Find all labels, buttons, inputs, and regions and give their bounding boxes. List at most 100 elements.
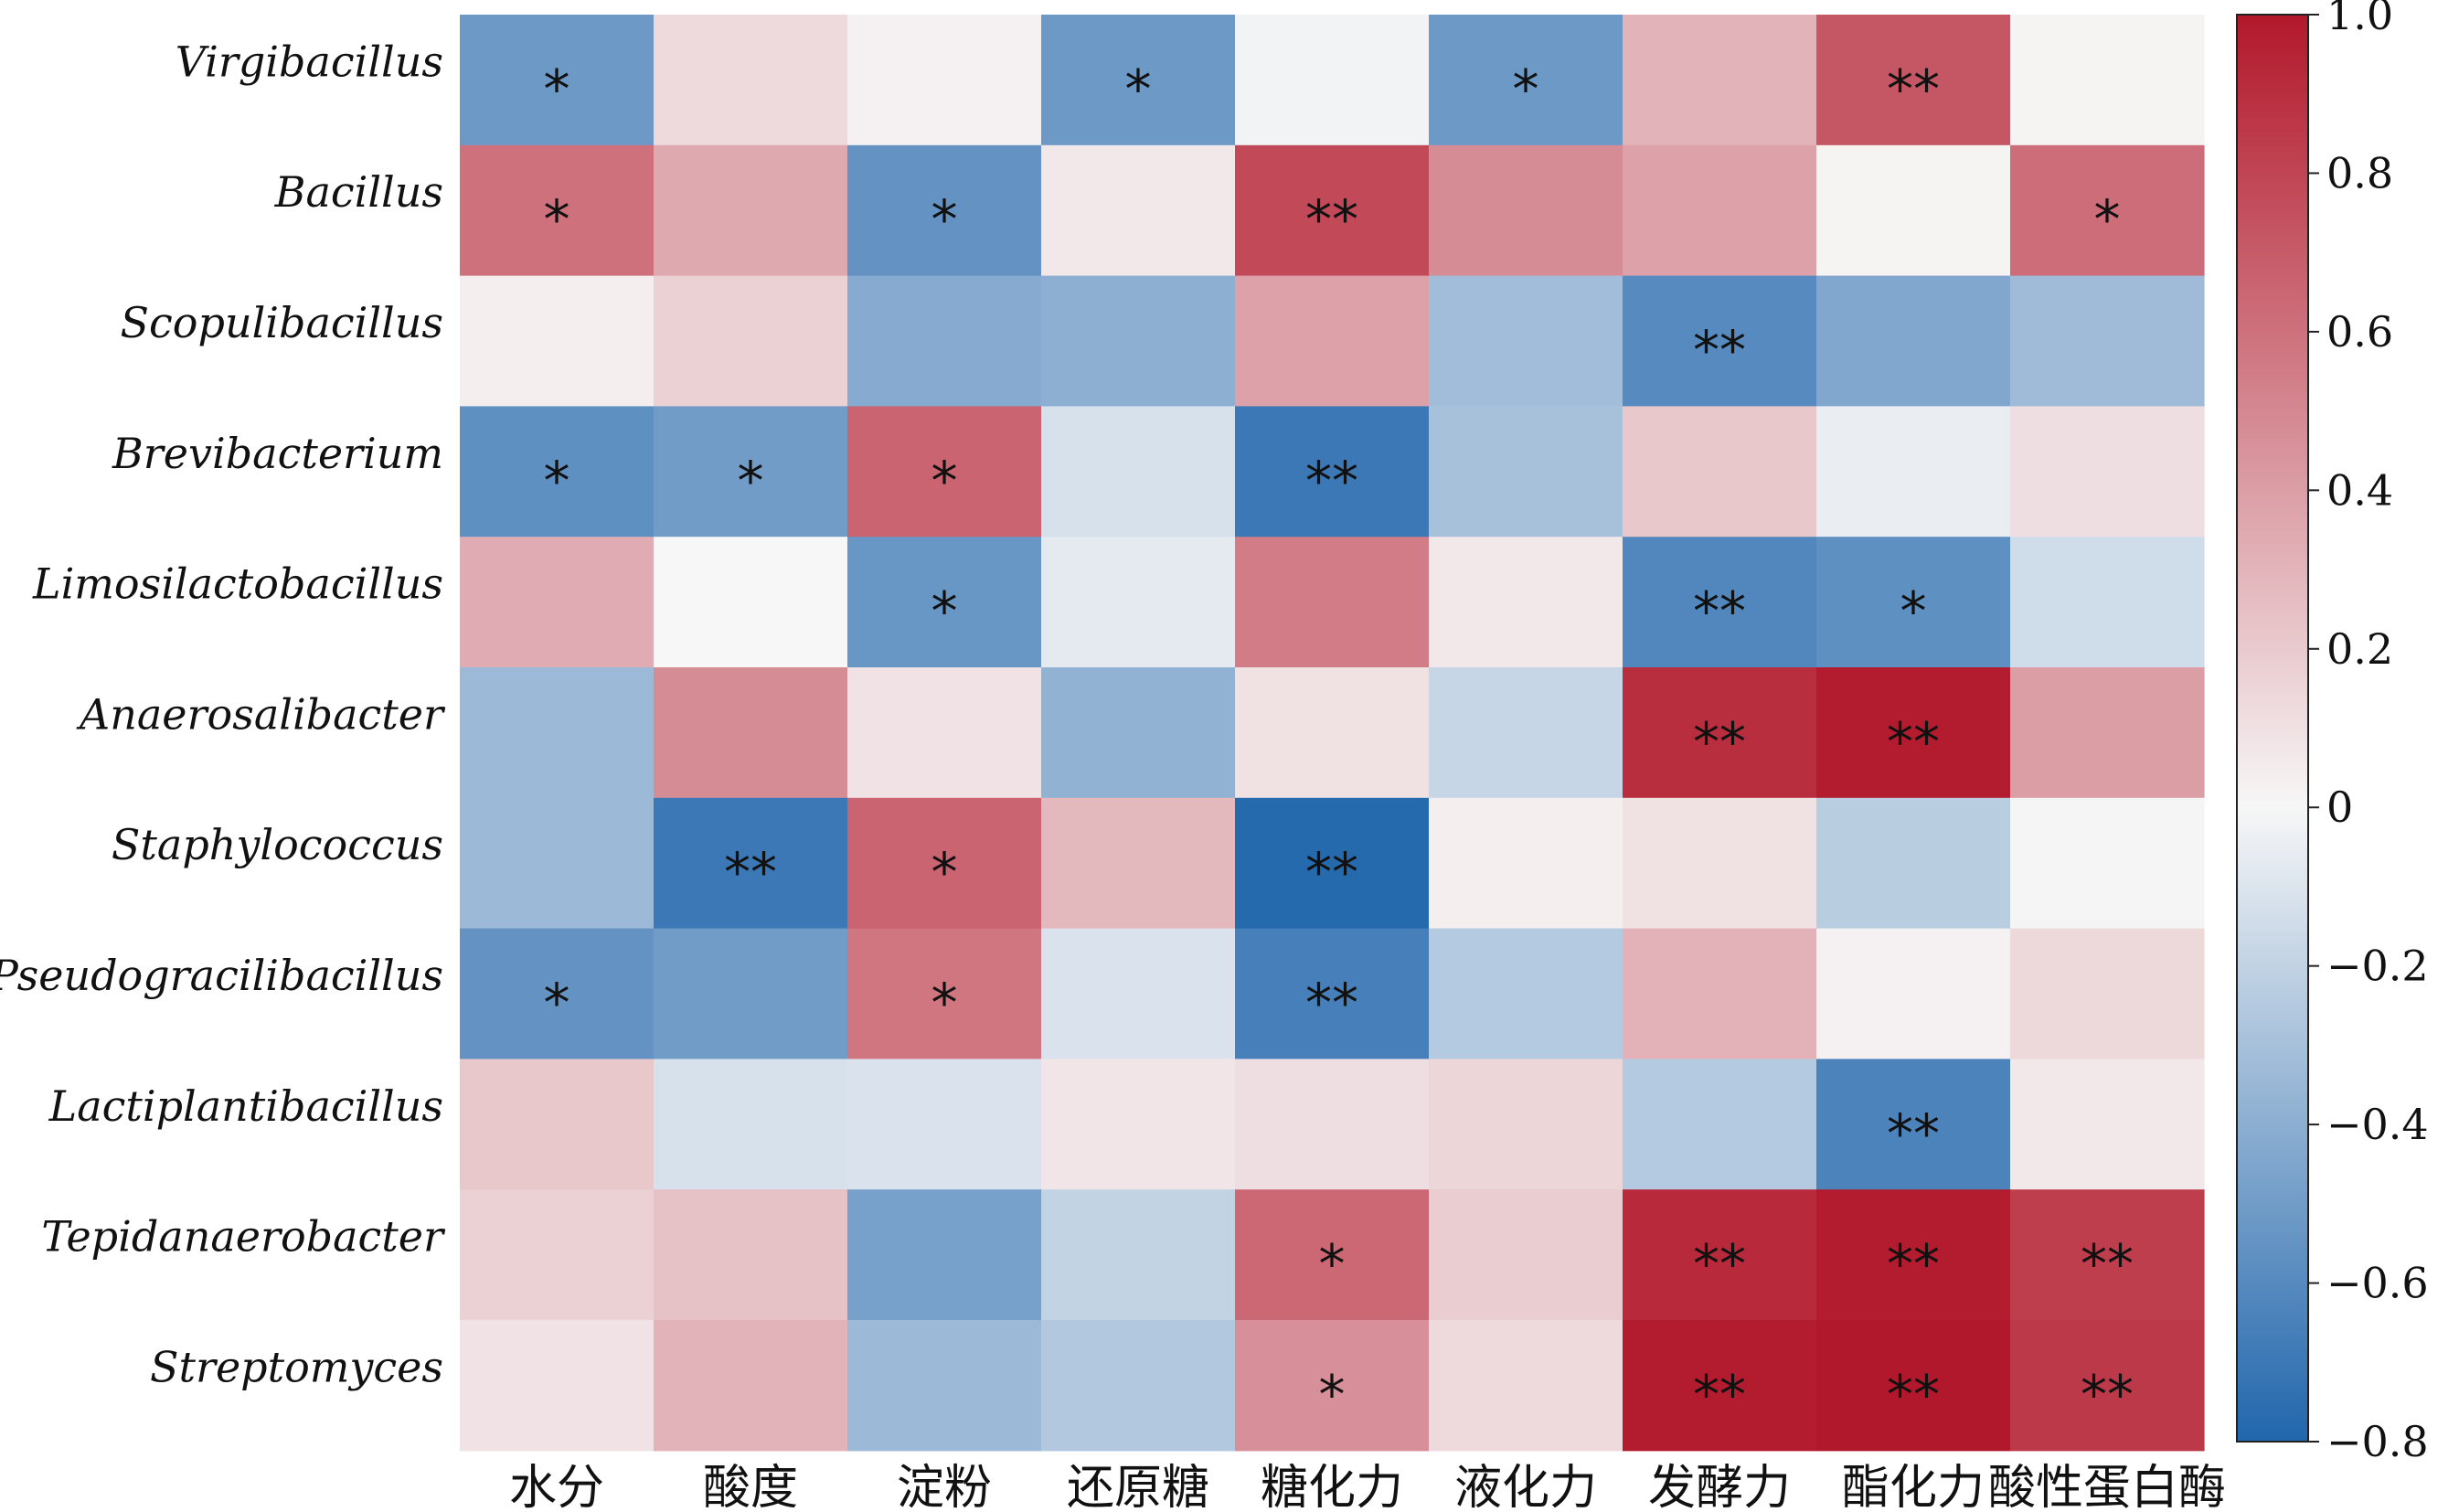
- significance-marker: *: [931, 580, 958, 643]
- heatmap-cell: [654, 537, 848, 668]
- heatmap-cell: [654, 1059, 848, 1190]
- significance-marker: **: [1887, 1363, 1940, 1425]
- heatmap-cell: [654, 275, 848, 407]
- colorbar-tick-label: 0.2: [2326, 624, 2393, 674]
- colorbar-tick-label: 0: [2326, 783, 2353, 832]
- heatmap-cell: [1041, 406, 1236, 538]
- heatmap-cell: [1816, 406, 2011, 538]
- colorbar-tick-label: 1.0: [2326, 0, 2393, 39]
- heatmap-cell: [2010, 537, 2205, 668]
- heatmap-cell: [1816, 275, 2011, 407]
- column-label: 发酵力: [1648, 1461, 1791, 1512]
- significance-marker: **: [1693, 319, 1746, 381]
- heatmap-cell: [847, 537, 1042, 668]
- significance-marker: *: [544, 450, 570, 512]
- heatmap-cell: [1041, 1059, 1236, 1190]
- significance-marker: *: [1513, 58, 1539, 120]
- significance-marker: **: [1887, 710, 1940, 772]
- significance-marker: *: [1319, 1233, 1346, 1295]
- heatmap-cell: [460, 15, 655, 146]
- colorbar-tick-label: 0.4: [2326, 465, 2393, 515]
- colorbar-tick-label: −0.2: [2326, 942, 2429, 991]
- heatmap-cell: [847, 928, 1042, 1059]
- row-label: Staphylococcus: [112, 820, 443, 869]
- column-labels: 水分 酸度 淀粉 还原糖 糖化力 液化力 发酵力 酯化力 酸性蛋白酶: [509, 1461, 2226, 1512]
- significance-marker: **: [1305, 450, 1358, 512]
- significance-marker: **: [1305, 972, 1358, 1034]
- heatmap-cell: [1429, 797, 1623, 930]
- heatmap-cell: [2010, 275, 2205, 407]
- colorbar-tick-label: −0.6: [2326, 1259, 2429, 1308]
- heatmap-cell: [1041, 1189, 1236, 1321]
- heatmap-cell: [460, 1320, 655, 1452]
- significance-marker: **: [1693, 1233, 1746, 1295]
- heatmap-cell: [1429, 144, 1623, 277]
- heatmap-cell: [847, 667, 1042, 799]
- heatmap-cell: [1041, 537, 1236, 668]
- heatmap-cell: [1235, 1059, 1430, 1190]
- heatmap-cell: [1623, 1059, 1817, 1190]
- significance-marker: **: [724, 841, 777, 903]
- significance-marker: *: [2094, 188, 2121, 250]
- heatmap-cell: [847, 1059, 1042, 1190]
- heatmap-cell: [654, 144, 848, 277]
- heatmap-cell: [1429, 1059, 1623, 1190]
- heatmap-cell: [1235, 928, 1430, 1059]
- row-label: Brevibacterium: [112, 429, 443, 478]
- heatmap-cell: [1623, 667, 1817, 799]
- heatmap-cell: [847, 144, 1042, 277]
- colorbar-tick-label: 0.8: [2326, 148, 2393, 197]
- heatmap-cell: [1623, 15, 1817, 146]
- significance-markers: * * * *** * ** **** * * *** ** *** **** * *** * ***** ** *…: [544, 58, 2134, 1425]
- heatmap-cell: [1623, 928, 1817, 1059]
- heatmap-cell: [2010, 1189, 2205, 1321]
- heatmap-cell: [1041, 275, 1236, 407]
- row-label: Bacillus: [274, 167, 443, 217]
- significance-marker: *: [738, 450, 764, 512]
- heatmap-cell: [1816, 667, 2011, 799]
- heatmap-cell: [847, 15, 1042, 146]
- significance-marker: **: [2081, 1363, 2134, 1425]
- significance-marker: *: [931, 972, 958, 1034]
- heatmap-cell: [654, 928, 848, 1059]
- heatmap-cell: [1429, 667, 1623, 799]
- significance-marker: **: [1693, 710, 1746, 772]
- heatmap-cell: [654, 1189, 848, 1321]
- heatmap-cell: [1235, 537, 1430, 668]
- row-label: Virgibacillus: [176, 37, 443, 86]
- row-label: Tepidanaerobacter: [41, 1212, 446, 1262]
- heatmap-cell: [1623, 1189, 1817, 1321]
- heatmap-cell: [1235, 1189, 1430, 1321]
- heatmap-cell: [2010, 1320, 2205, 1452]
- heatmap-cell: [654, 667, 848, 799]
- heatmap-cell: [1235, 275, 1430, 407]
- colorbar-tick-label: 0.6: [2326, 307, 2393, 357]
- heatmap-cell: [1623, 1320, 1817, 1452]
- significance-marker: *: [1900, 580, 1927, 643]
- colorbar-gradient: [2236, 14, 2309, 1443]
- row-label: Limosilactobacillus: [32, 559, 443, 609]
- heatmap-cell: [1041, 667, 1236, 799]
- heatmap-cell: [1429, 1320, 1623, 1452]
- heatmap-cell: [847, 797, 1042, 930]
- heatmap-cell: [847, 406, 1042, 538]
- heatmap-cell: [1816, 797, 2011, 930]
- heatmap-cell: [1041, 797, 1236, 930]
- column-label: 酯化力: [1842, 1461, 1985, 1512]
- significance-marker: **: [1887, 1102, 1940, 1165]
- heatmap-cell: [1429, 406, 1623, 538]
- heatmap-cell: [847, 1189, 1042, 1321]
- column-label: 淀粉: [897, 1461, 992, 1512]
- row-label: Lactiplantibacillus: [48, 1081, 443, 1131]
- heatmap-cell: [1816, 928, 2011, 1059]
- heatmap-cell: [1816, 537, 2011, 668]
- column-label: 酸性蛋白酶: [1988, 1461, 2226, 1512]
- heatmap-cell: [1816, 144, 2011, 277]
- heatmap-cell: [654, 797, 848, 930]
- heatmap-cell: [1235, 15, 1430, 146]
- heatmap-cell: [1429, 275, 1623, 407]
- heatmap-cell: [1041, 144, 1236, 277]
- heatmap-cell: [1623, 275, 1817, 407]
- heatmap-cell: [1235, 797, 1430, 930]
